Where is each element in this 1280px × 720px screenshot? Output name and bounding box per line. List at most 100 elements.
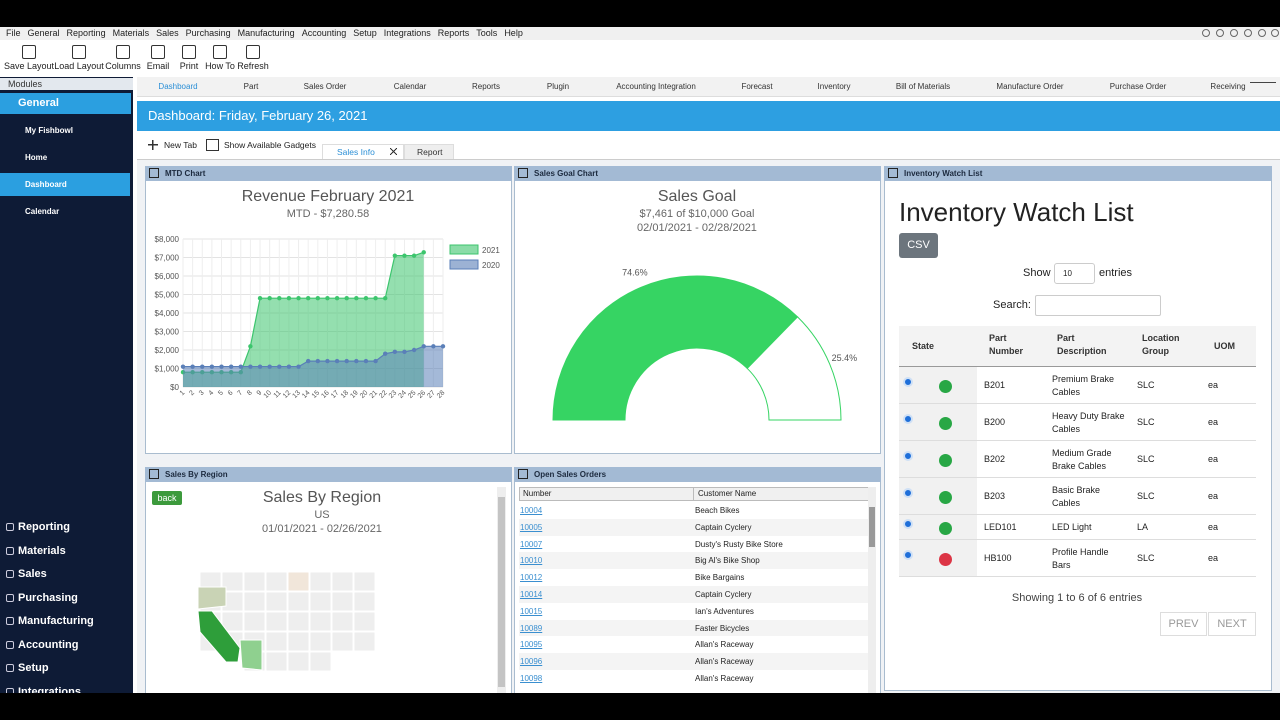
gadgets[interactable]: Show Available Gadgets (224, 140, 316, 150)
order-number[interactable]: 10098 (520, 674, 543, 683)
scrollbar-thumb (869, 507, 875, 547)
tab[interactable]: Purchase Order (1109, 82, 1167, 91)
module-item[interactable]: Setup (18, 662, 49, 674)
select-radio[interactable] (903, 487, 913, 498)
menu-item[interactable]: General (27, 28, 60, 38)
menu-item[interactable]: Help (504, 28, 523, 38)
tab[interactable]: Reports (471, 82, 500, 91)
order-number[interactable]: 10095 (520, 640, 543, 650)
menu-item[interactable]: Purchasing (185, 28, 231, 38)
location-group: SLC (1137, 553, 1155, 563)
order-number[interactable]: 10005 (520, 522, 543, 532)
toolbar-label[interactable]: How To (205, 61, 235, 71)
select-radio[interactable] (903, 413, 913, 424)
sidebar-group[interactable]: General (0, 93, 131, 114)
order-number[interactable]: 10004 (520, 506, 543, 515)
tab[interactable]: Inventory (817, 82, 851, 91)
order-number[interactable]: 10089 (520, 623, 543, 633)
tab[interactable]: Accounting Integration (616, 82, 696, 91)
tab[interactable]: Receiving (1210, 82, 1246, 91)
menu-item[interactable]: Reports (437, 28, 470, 38)
select-radio[interactable] (903, 376, 913, 387)
menu-item[interactable]: Manufacturing (237, 28, 295, 38)
tab[interactable]: Forecast (741, 82, 773, 91)
toolbar-icon[interactable] (72, 45, 86, 59)
status-icon (1258, 29, 1266, 37)
column-header[interactable]: Part Description (1057, 333, 1107, 356)
toolbar-icon[interactable] (22, 45, 36, 59)
page-size-select[interactable]: 10 (1054, 263, 1095, 284)
toolbar-icon[interactable] (151, 45, 165, 59)
tab[interactable]: Dashboard (158, 82, 198, 91)
select-radio[interactable] (903, 450, 913, 461)
tab[interactable]: Part (243, 82, 259, 91)
toolbar-label[interactable]: Columns (105, 61, 141, 71)
menu-item[interactable]: Materials (112, 28, 150, 38)
order-number[interactable]: 10015 (520, 606, 543, 616)
order-number[interactable]: 10096 (520, 657, 543, 667)
module-item[interactable]: Materials (18, 544, 66, 557)
search-input[interactable] (1035, 295, 1161, 316)
close-icon[interactable] (390, 148, 397, 155)
status-icon (1202, 29, 1210, 37)
tab[interactable]: Sales Order (303, 82, 347, 91)
csv-button[interactable]: CSV (899, 233, 938, 258)
tab[interactable]: Plugin (546, 82, 570, 91)
table-row (519, 636, 869, 654)
toolbar-label[interactable]: Load Layout (54, 61, 104, 71)
menu-item[interactable]: Integrations (383, 28, 431, 38)
uom: ea (1208, 553, 1219, 563)
toolbar-icon[interactable] (246, 45, 260, 59)
toolbar-label[interactable]: Email (146, 61, 170, 71)
order-number[interactable]: 10010 (520, 556, 543, 566)
menu-item[interactable]: Reporting (66, 28, 106, 38)
module-item[interactable]: Manufacturing (18, 615, 94, 627)
toolbar-icon[interactable] (116, 45, 130, 59)
column-header[interactable]: Number (523, 489, 552, 498)
column-header[interactable]: UOM (1214, 341, 1235, 351)
tab-scroll[interactable] (1250, 82, 1276, 90)
menu-item[interactable]: Tools (476, 28, 498, 38)
menu-item[interactable]: Accounting (301, 28, 347, 38)
gadgets-icon[interactable] (206, 139, 219, 151)
select-radio[interactable] (903, 549, 913, 560)
module-item[interactable]: Accounting (18, 638, 79, 651)
table-row (519, 518, 869, 536)
module-item[interactable]: Sales (18, 568, 47, 580)
module-item[interactable]: Purchasing (18, 591, 78, 604)
sidebar-item[interactable]: Dashboard (0, 173, 130, 196)
tab[interactable]: Calendar (393, 82, 427, 91)
column-header[interactable]: Location Group (1142, 333, 1180, 356)
menu-item[interactable]: File (6, 28, 21, 38)
order-number[interactable]: 10012 (520, 573, 543, 583)
tab[interactable]: Bill of Materials (895, 82, 951, 91)
table-row (519, 602, 869, 620)
toolbar-icon[interactable] (182, 45, 196, 59)
order-number[interactable]: 10014 (520, 590, 543, 599)
subtab[interactable]: Report (404, 144, 454, 159)
toolbar-label[interactable]: Print (179, 61, 199, 71)
prev-button[interactable]: PREV (1160, 612, 1207, 636)
menu-item[interactable]: Sales (156, 28, 179, 38)
order-number[interactable]: 10007 (520, 539, 543, 549)
column-header[interactable]: Part Number (989, 333, 1024, 356)
column-header[interactable]: State (912, 341, 935, 351)
sidebar-item[interactable]: Calendar (25, 207, 60, 216)
toolbar-label[interactable]: Save Layout (3, 61, 55, 71)
column-header[interactable]: Customer Name (698, 489, 757, 498)
subtab[interactable]: Sales Info (322, 144, 404, 159)
sidebar-item[interactable]: My Fishbowl (25, 126, 73, 135)
customer-name: Captain Cyclery (695, 522, 752, 532)
next-button[interactable]: NEXT (1208, 612, 1256, 636)
module-icon (6, 664, 14, 672)
tab[interactable]: Manufacture Order (996, 82, 1064, 91)
new-tab-icon[interactable] (148, 140, 158, 150)
new-tab[interactable]: New Tab (164, 140, 197, 150)
menu-item[interactable]: Setup (353, 28, 377, 38)
back-button[interactable]: back (152, 491, 182, 505)
module-item[interactable]: Reporting (18, 521, 70, 533)
select-radio[interactable] (903, 518, 913, 529)
toolbar-label[interactable]: Refresh (237, 61, 269, 71)
toolbar-icon[interactable] (213, 45, 227, 59)
sidebar-item[interactable]: Home (25, 153, 48, 162)
